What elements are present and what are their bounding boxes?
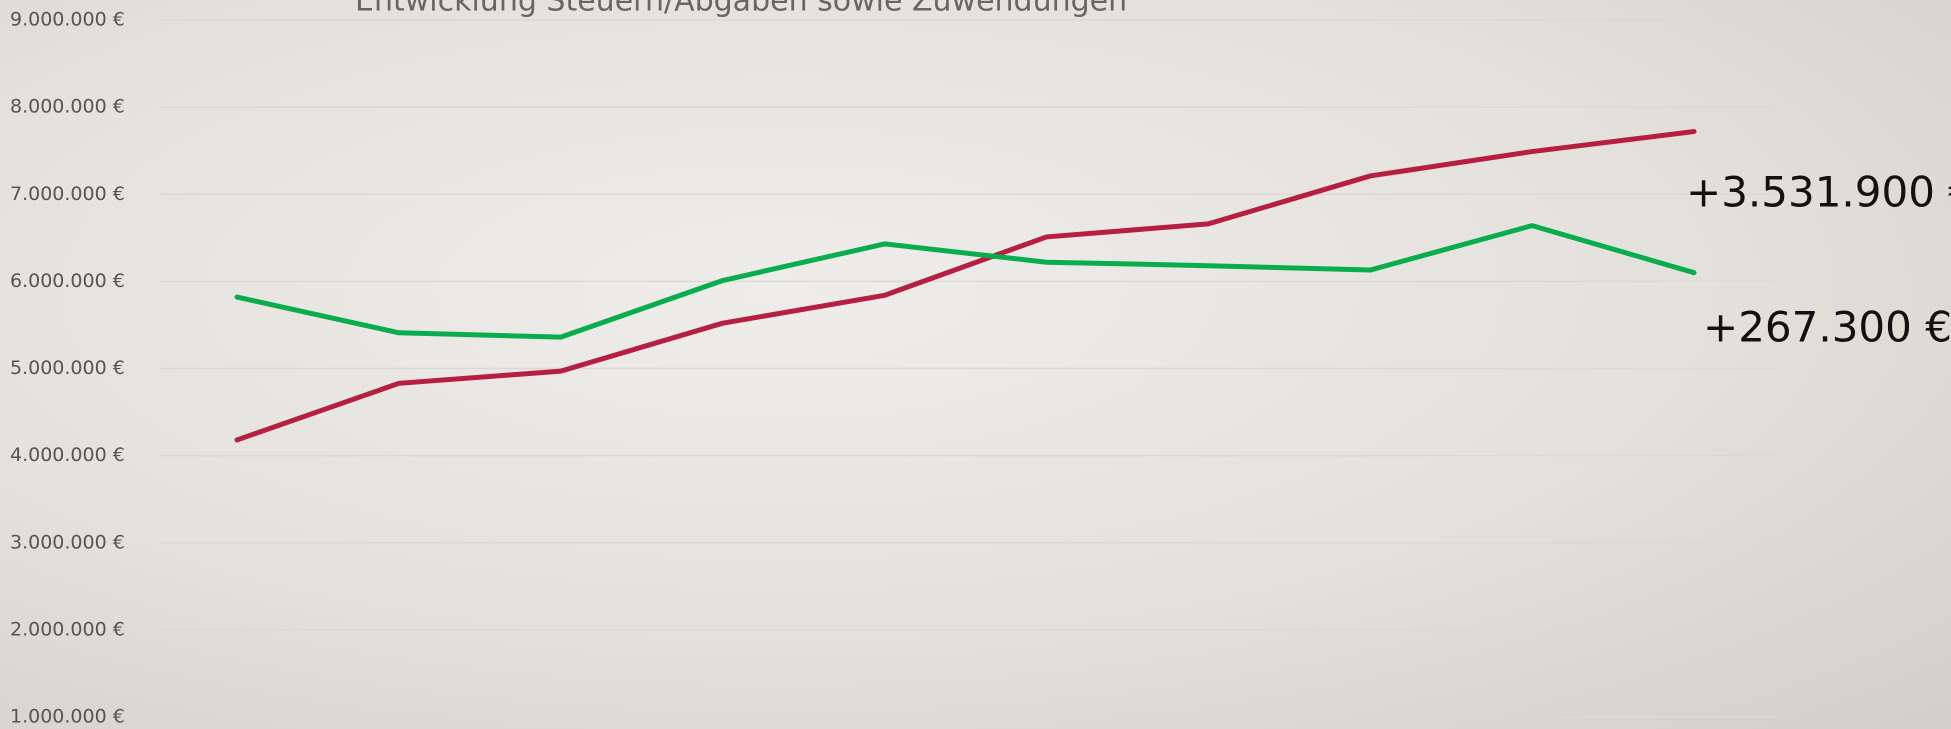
series-line (234, 223, 1697, 340)
chart-title: Entwicklung Steuern/Abgaben sowie Zuwend… (355, 0, 1127, 19)
y-tick-label: 8.000.000 € (10, 96, 125, 118)
y-tick-label: 6.000.000 € (10, 270, 125, 292)
y-tick-label: 2.000.000 € (10, 618, 125, 640)
y-tick-label: 3.000.000 € (10, 531, 125, 553)
y-tick-label: 9.000.000 € (10, 9, 125, 31)
annotation: +267.300 € (1703, 303, 1951, 352)
y-tick-label: 7.000.000 € (10, 183, 125, 205)
y-tick-label: 5.000.000 € (10, 357, 125, 379)
y-tick-label: 4.000.000 € (10, 444, 125, 466)
annotation: +3.531.900 € (1686, 168, 1951, 217)
series-line (234, 129, 1697, 443)
y-tick-label: 1.000.000 € (10, 706, 125, 728)
